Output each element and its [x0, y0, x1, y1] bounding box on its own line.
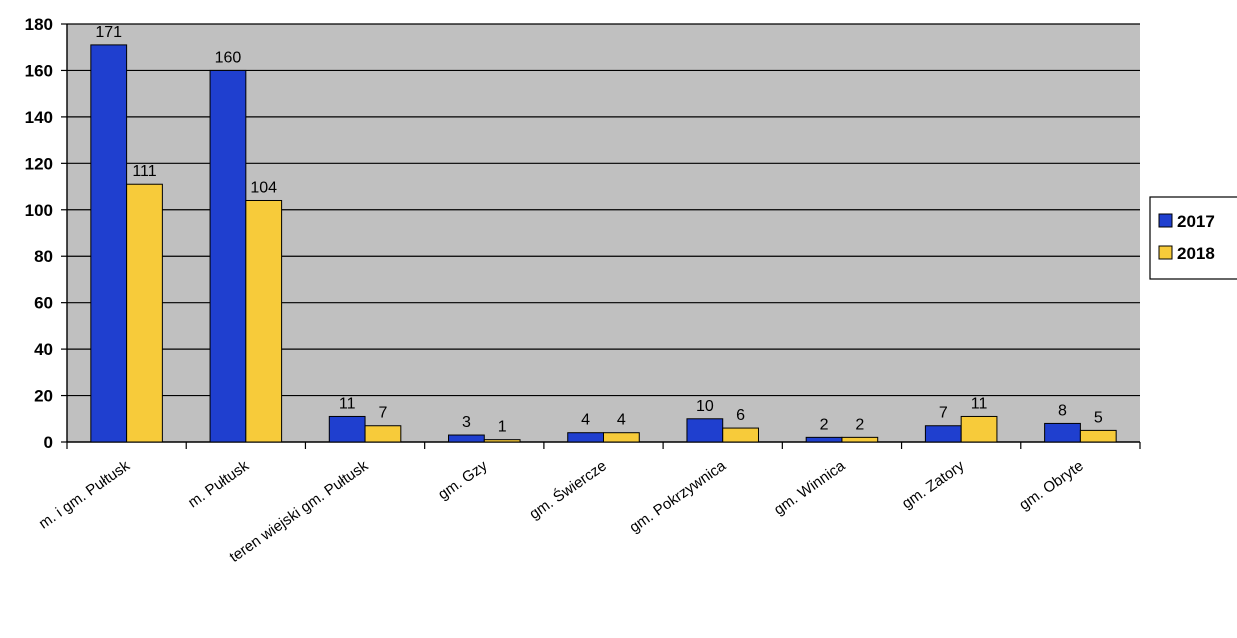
bar-2018 — [364, 425, 402, 443]
x-tick-label: gm. Pokrzywnica — [626, 457, 729, 536]
y-tick-label: 0 — [44, 433, 53, 452]
legend-box — [1149, 196, 1237, 280]
data-label: 6 — [736, 407, 745, 424]
data-label: 11 — [339, 395, 356, 412]
data-label: 160 — [215, 49, 242, 66]
x-tick-label: gm. Obryte — [1016, 457, 1087, 513]
data-label: 3 — [462, 414, 471, 431]
bar-2018 — [960, 415, 998, 443]
y-tick-label: 100 — [25, 201, 53, 220]
x-tick-label: m. i gm. Pułtusk — [36, 457, 134, 532]
bar-2017 — [924, 425, 962, 443]
data-label: 4 — [617, 412, 626, 429]
data-label: 104 — [250, 179, 277, 196]
bar-2017 — [1044, 422, 1081, 443]
data-label: 2 — [855, 416, 864, 433]
x-tick-label: m. Pułtusk — [185, 457, 253, 511]
legend-label: 2017 — [1177, 212, 1215, 231]
data-label: 10 — [696, 398, 714, 415]
data-label: 7 — [378, 405, 387, 422]
bar-2017 — [90, 44, 128, 443]
y-tick-label: 20 — [34, 387, 53, 406]
data-label: 8 — [1058, 402, 1067, 419]
bar-2017 — [209, 69, 247, 443]
x-tick-label: gm. Zatory — [899, 457, 968, 512]
data-label: 171 — [95, 24, 122, 41]
y-tick-label: 80 — [34, 247, 53, 266]
data-label: 5 — [1094, 409, 1103, 426]
bar-2017 — [448, 434, 485, 443]
bar-2018 — [245, 199, 283, 443]
y-tick-label: 120 — [25, 154, 53, 173]
y-tick-label: 40 — [34, 340, 53, 359]
data-label: 7 — [939, 405, 948, 422]
legend-label: 2018 — [1177, 244, 1215, 263]
bar-2018 — [483, 439, 521, 443]
bar-2018 — [841, 436, 879, 443]
y-tick-label: 160 — [25, 61, 53, 80]
legend: 2017 2018 — [1149, 196, 1237, 280]
bar-2017 — [686, 418, 724, 443]
bars — [90, 44, 1117, 443]
y-tick-label: 60 — [34, 294, 53, 313]
y-tick-label: 180 — [25, 15, 53, 34]
bar-2018 — [1079, 429, 1117, 443]
y-axis: 0 20 40 60 80 100 120 140 160 180 — [25, 15, 68, 452]
y-tick-label: 140 — [25, 108, 53, 127]
data-labels: 171 111 160 104 11 7 3 1 4 4 10 6 2 2 7 11 8 5 — [95, 24, 1102, 436]
data-label: 11 — [971, 395, 988, 412]
bar-2017 — [805, 436, 843, 443]
bar-2018 — [722, 427, 759, 443]
bar-2018 — [603, 432, 640, 443]
legend-swatch — [1158, 245, 1173, 260]
bar-2017 — [567, 432, 605, 443]
bar-2017 — [328, 415, 366, 443]
data-label: 4 — [581, 412, 590, 429]
data-label: 111 — [132, 163, 156, 180]
legend-swatch — [1158, 213, 1173, 228]
x-tick-label: gm. Gzy — [435, 457, 491, 503]
x-tick-label: gm. Winnica — [771, 457, 849, 519]
data-label: 1 — [498, 419, 507, 436]
x-tick-label: gm. Świercze — [526, 457, 610, 523]
data-label: 2 — [820, 416, 829, 433]
bar-2018 — [126, 183, 163, 443]
